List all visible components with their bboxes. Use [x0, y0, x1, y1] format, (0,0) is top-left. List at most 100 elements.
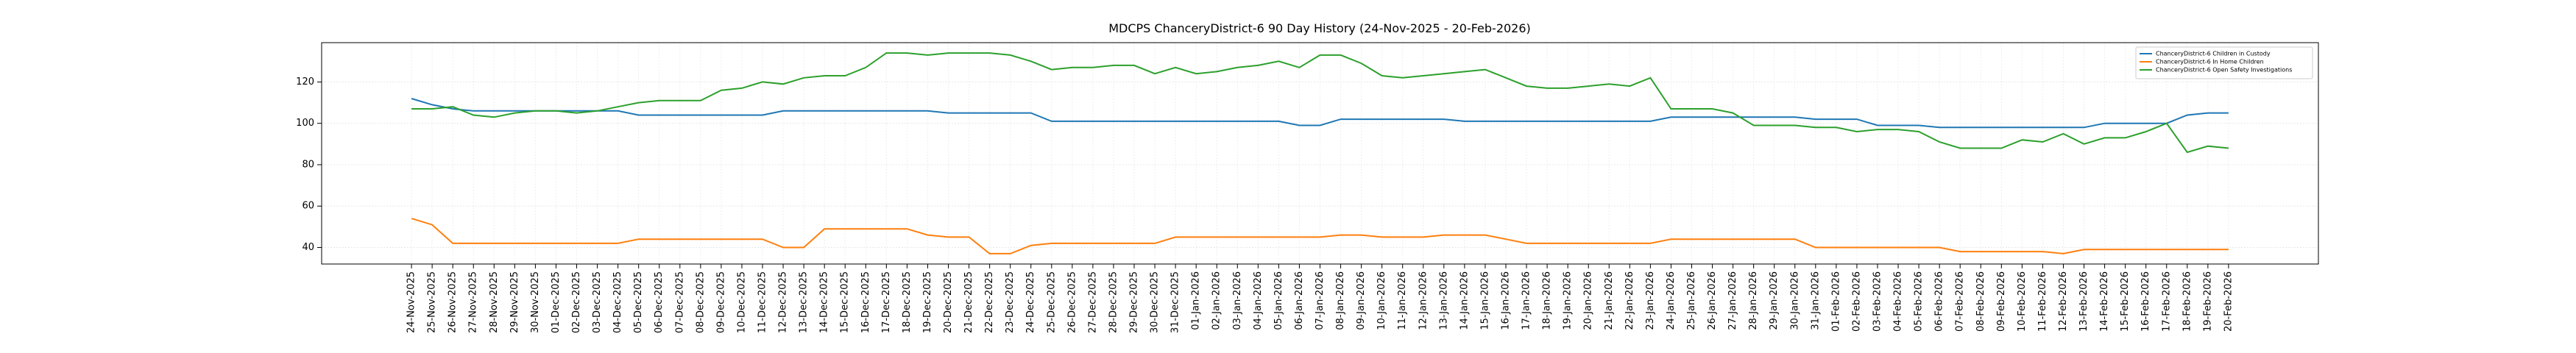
x-tick-label: 28-Jan-2026 [1748, 271, 1759, 330]
x-tick-label: 28-Dec-2025 [1108, 271, 1119, 333]
x-tick-label: 19-Dec-2025 [922, 271, 933, 333]
x-tick-label: 17-Feb-2026 [2161, 271, 2172, 332]
x-tick-label: 10-Dec-2025 [736, 271, 747, 333]
x-tick-label: 25-Jan-2026 [1686, 271, 1697, 330]
x-tick-label: 11-Dec-2025 [757, 271, 768, 333]
x-tick-label: 18-Feb-2026 [2182, 271, 2193, 332]
x-tick-label: 03-Dec-2025 [592, 271, 603, 333]
legend: ChanceryDistrict-6 Children in Custody Ch… [2135, 46, 2313, 79]
x-tick-label: 04-Dec-2025 [612, 271, 623, 333]
x-tick-label: 16-Dec-2025 [860, 271, 871, 333]
x-tick-label: 06-Dec-2025 [654, 271, 665, 333]
x-tick-label: 07-Feb-2026 [1955, 271, 1966, 332]
x-tick-label: 26-Dec-2025 [1066, 271, 1078, 333]
x-tick-label: 09-Feb-2026 [1996, 271, 2007, 332]
x-tick-label: 18-Jan-2026 [1542, 271, 1553, 330]
legend-label: ChanceryDistrict-6 In Home Children [2156, 59, 2264, 65]
x-tick-label: 15-Dec-2025 [840, 271, 851, 333]
x-tick-label: 20-Feb-2026 [2223, 271, 2234, 332]
x-tick-label: 23-Jan-2026 [1645, 271, 1656, 330]
x-tick-label: 15-Jan-2026 [1479, 271, 1490, 330]
x-tick-label: 01-Jan-2026 [1191, 271, 1202, 330]
x-tick-label: 17-Dec-2025 [881, 271, 892, 333]
x-tick-label: 30-Jan-2026 [1789, 271, 1800, 330]
x-tick-label: 24-Dec-2025 [1025, 271, 1036, 333]
x-tick-label: 14-Feb-2026 [2099, 271, 2110, 332]
series-line [411, 218, 2229, 254]
x-tick-label: 16-Feb-2026 [2140, 271, 2151, 332]
x-tick-label: 20-Jan-2026 [1583, 271, 1594, 330]
x-tick-label: 06-Feb-2026 [1934, 271, 1945, 332]
x-tick-label: 26-Jan-2026 [1707, 271, 1718, 330]
x-tick-label: 24-Nov-2025 [406, 271, 417, 333]
x-tick-label: 23-Dec-2025 [1005, 271, 1016, 333]
x-tick-label: 26-Nov-2025 [447, 271, 459, 333]
x-tick-label: 19-Feb-2026 [2202, 271, 2213, 332]
x-tick-label: 01-Dec-2025 [551, 271, 562, 333]
series-line [411, 98, 2229, 129]
x-tick-label: 30-Nov-2025 [530, 271, 541, 333]
x-tick-label: 13-Dec-2025 [799, 271, 810, 333]
y-tick-label: 120 [296, 76, 314, 88]
x-tick-label: 09-Jan-2026 [1356, 271, 1367, 330]
legend-label: ChanceryDistrict-6 Children in Custody [2156, 51, 2271, 57]
x-tick-label: 27-Dec-2025 [1087, 271, 1098, 333]
x-tick-label: 13-Feb-2026 [2078, 271, 2090, 332]
x-tick-label: 14-Jan-2026 [1459, 271, 1470, 330]
x-tick-label: 04-Feb-2026 [1893, 271, 1904, 332]
x-tick-label: 21-Jan-2026 [1604, 271, 1615, 330]
x-tick-label: 03-Jan-2026 [1232, 271, 1243, 330]
x-tick-label: 09-Dec-2025 [715, 271, 726, 333]
legend-label: ChanceryDistrict-6 Open Safety Investiga… [2156, 67, 2292, 74]
x-tick-label: 21-Dec-2025 [963, 271, 974, 333]
x-tick-label: 31-Dec-2025 [1170, 271, 1181, 333]
x-tick-label: 27-Nov-2025 [468, 271, 479, 333]
x-tick-label: 28-Nov-2025 [489, 271, 500, 333]
x-tick-label: 30-Dec-2025 [1150, 271, 1161, 333]
x-tick-label: 25-Dec-2025 [1046, 271, 1057, 333]
legend-box [2135, 46, 2313, 79]
x-tick-label: 11-Jan-2026 [1397, 271, 1408, 330]
x-tick-label: 08-Feb-2026 [1975, 271, 1986, 332]
x-tick-label: 29-Jan-2026 [1769, 271, 1780, 330]
x-tick-label: 29-Nov-2025 [509, 271, 520, 333]
x-tick-label: 07-Jan-2026 [1314, 271, 1326, 330]
x-tick-label: 12-Jan-2026 [1418, 271, 1429, 330]
x-tick-label: 10-Jan-2026 [1376, 271, 1387, 330]
x-tick-label: 03-Feb-2026 [1872, 271, 1883, 332]
x-tick-label: 05-Dec-2025 [633, 271, 644, 333]
x-tick-label: 08-Dec-2025 [695, 271, 706, 333]
x-tick-label: 13-Jan-2026 [1438, 271, 1449, 330]
x-tick-label: 25-Nov-2025 [427, 271, 438, 333]
x-tick-label: 18-Dec-2025 [902, 271, 913, 333]
x-tick-label: 15-Feb-2026 [2120, 271, 2131, 332]
x-tick-label: 24-Jan-2026 [1666, 271, 1677, 330]
x-tick-label: 16-Jan-2026 [1500, 271, 1511, 330]
x-tick-label: 04-Jan-2026 [1253, 271, 1264, 330]
x-tick-label: 05-Jan-2026 [1273, 271, 1284, 330]
x-tick-label: 20-Dec-2025 [943, 271, 954, 333]
x-tick-label: 01-Feb-2026 [1830, 271, 1841, 332]
y-tick-label: 40 [302, 242, 314, 253]
x-tick-label: 02-Jan-2026 [1211, 271, 1222, 330]
x-tick-label: 12-Feb-2026 [2058, 271, 2069, 332]
y-tick-label: 80 [302, 159, 314, 170]
x-tick-label: 31-Jan-2026 [1810, 271, 1821, 330]
x-tick-label: 12-Dec-2025 [778, 271, 789, 333]
x-tick-label: 22-Dec-2025 [984, 271, 995, 333]
x-tick-label: 02-Dec-2025 [571, 271, 582, 333]
y-tick-label: 60 [302, 201, 314, 212]
plot-frame [321, 42, 2319, 265]
x-tick-label: 02-Feb-2026 [1851, 271, 1862, 332]
x-tick-label: 07-Dec-2025 [674, 271, 685, 333]
x-tick-label: 19-Jan-2026 [1563, 271, 1574, 330]
x-tick-label: 05-Feb-2026 [1914, 271, 1925, 332]
x-tick-label: 10-Feb-2026 [2017, 271, 2028, 332]
y-tick-label: 100 [296, 118, 314, 129]
x-tick-label: 14-Dec-2025 [819, 271, 830, 333]
x-tick-label: 08-Jan-2026 [1335, 271, 1346, 330]
x-tick-label: 27-Jan-2026 [1727, 271, 1738, 330]
series-line [411, 52, 2229, 154]
x-tick-label: 22-Jan-2026 [1624, 271, 1635, 330]
